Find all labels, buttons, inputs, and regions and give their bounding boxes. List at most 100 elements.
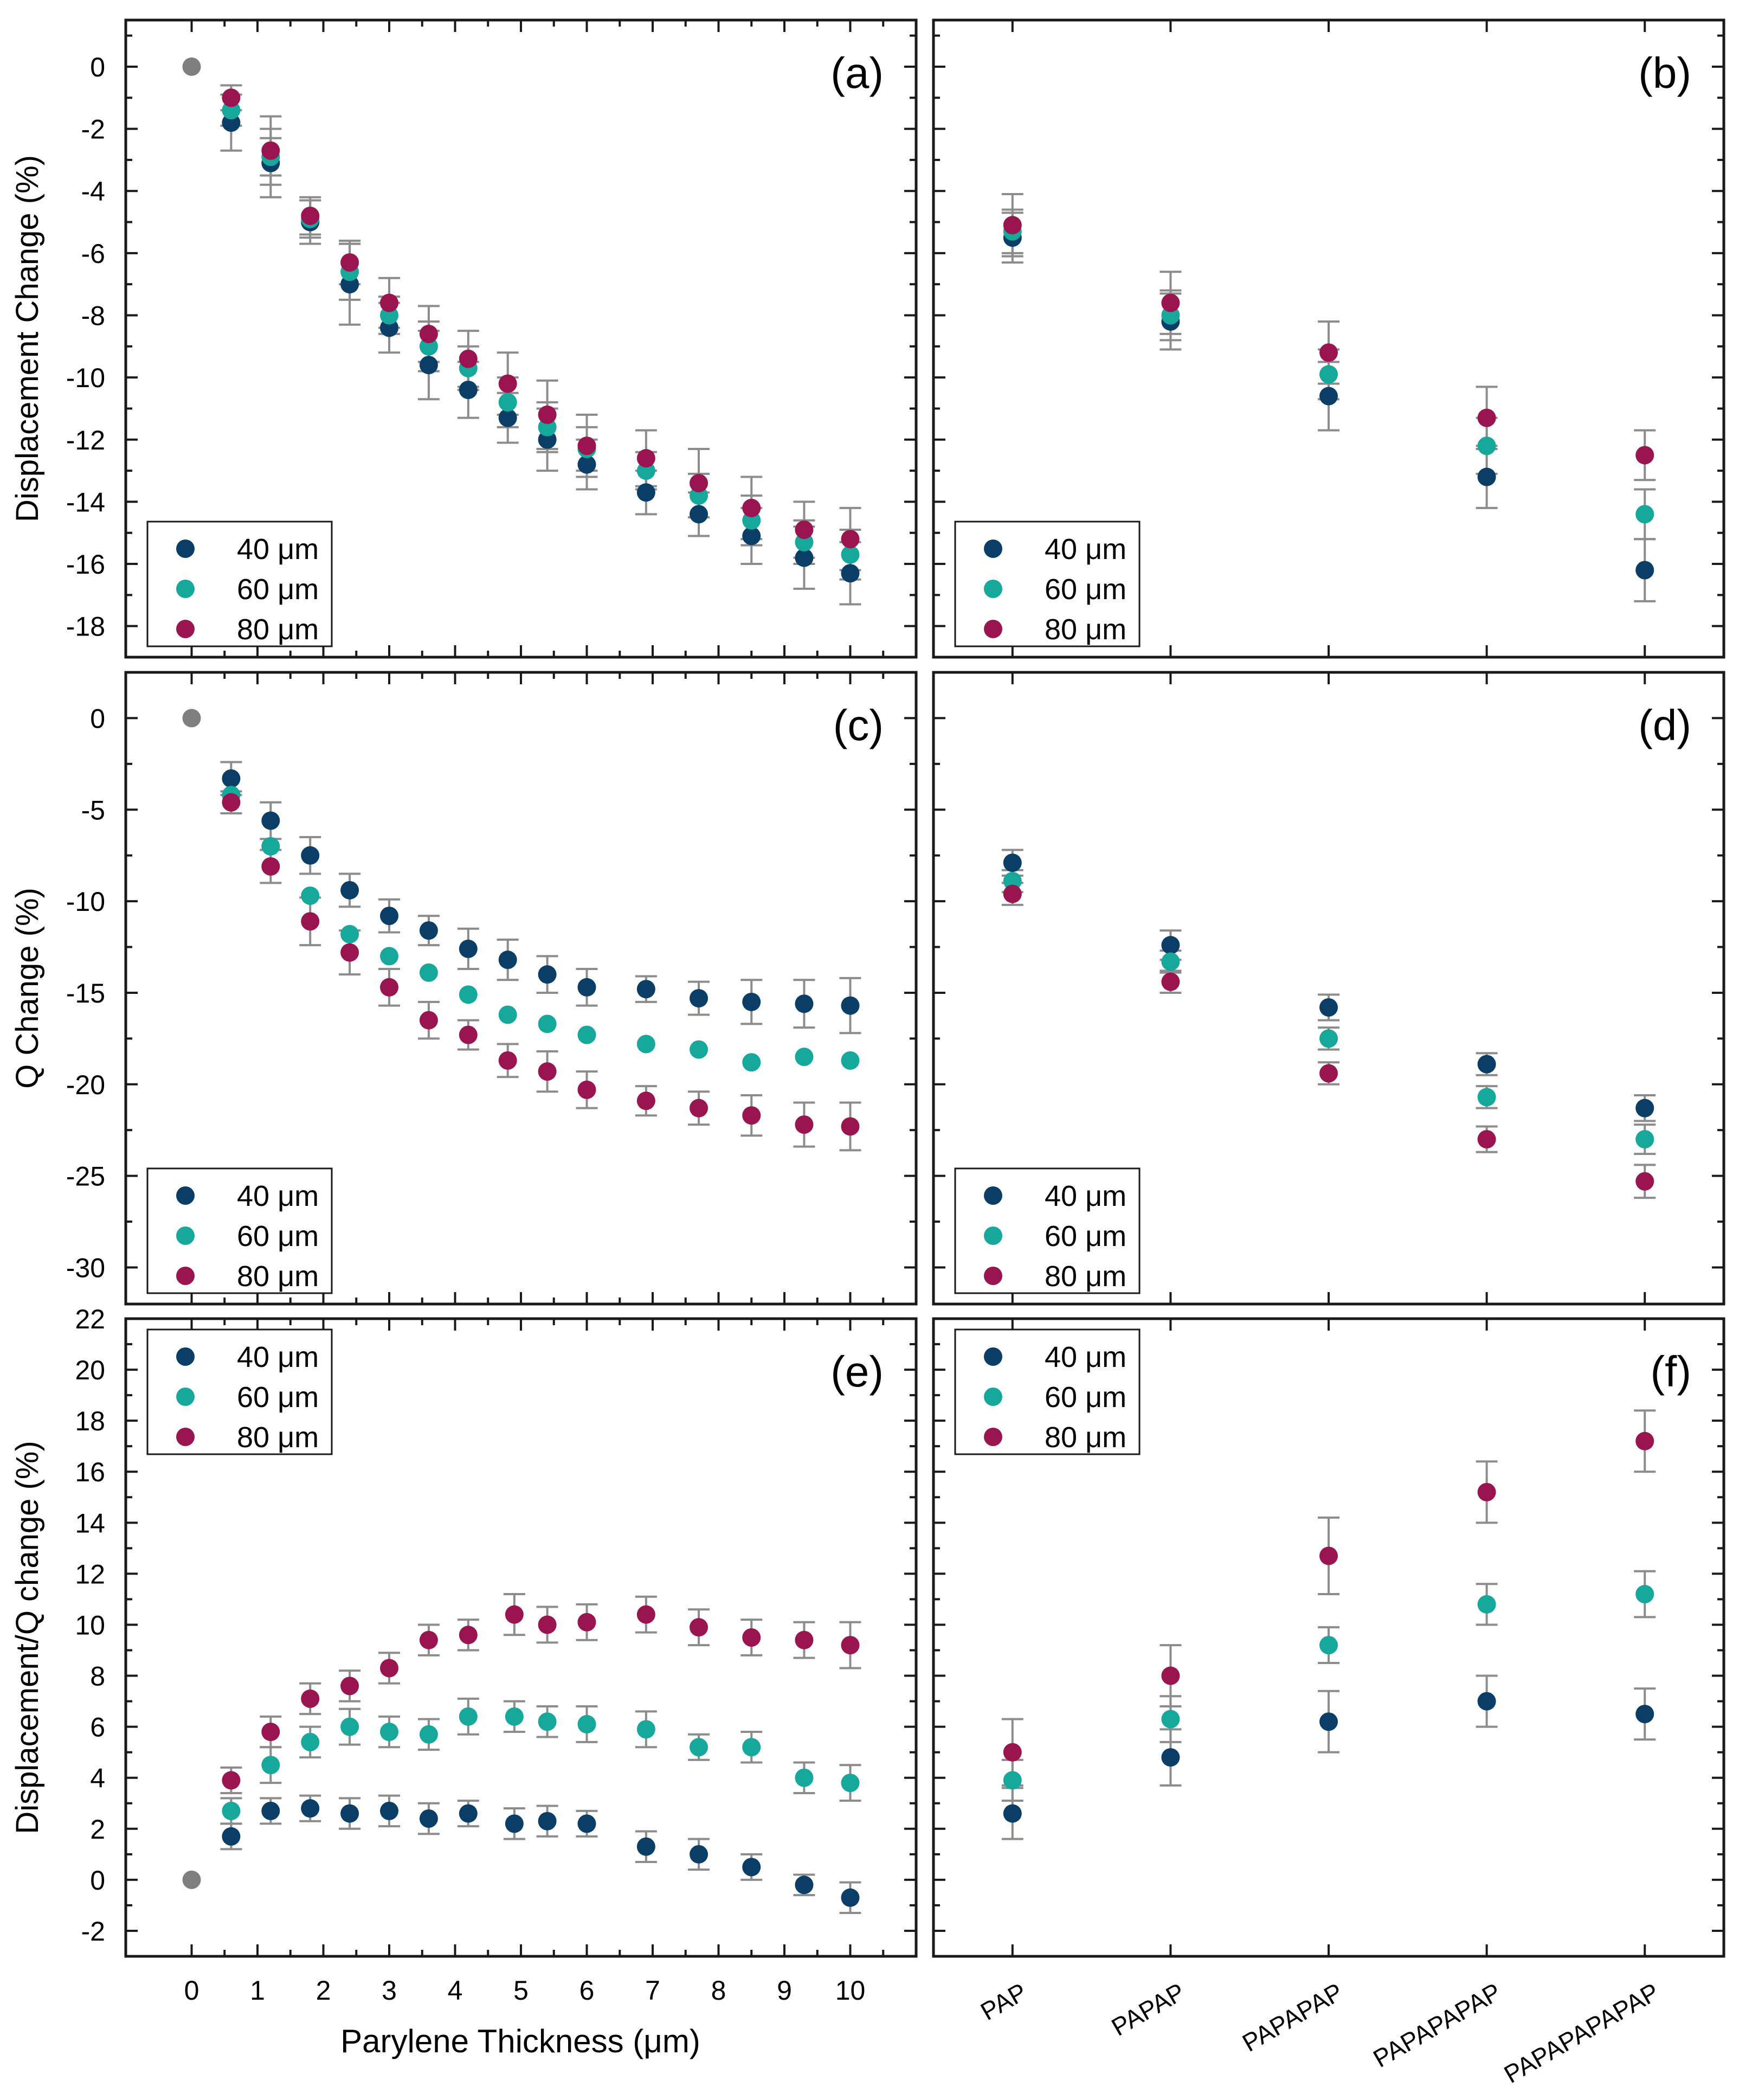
data-point [505,1707,524,1726]
y-tick-label: -10 [66,887,105,917]
data-point [1319,1636,1338,1655]
data-point [1161,1748,1180,1767]
data-point [841,996,860,1015]
data-point [1319,998,1338,1017]
y-tick-label: -10 [66,363,105,393]
y-tick-label: -30 [66,1253,105,1283]
y-tick-label: 6 [90,1712,105,1743]
data-point [380,1723,398,1742]
data-point [498,951,517,969]
data-point [795,1876,814,1895]
legend-marker [984,1347,1002,1366]
data-point [1477,1055,1496,1074]
data-point [538,1812,557,1831]
y-axis-label: Displacement Change (%) [10,155,45,522]
legend-marker [984,1226,1002,1245]
data-point [222,769,241,788]
data-point [1319,387,1338,406]
data-point [498,1051,517,1070]
data-point [1003,871,1022,890]
legend-label: 60 μm [1045,1220,1126,1253]
data-point [1319,343,1338,362]
data-point [1635,561,1654,580]
data-point [261,1756,280,1775]
data-point [261,857,280,876]
legend-marker [176,1186,195,1205]
y-tick-label: -20 [66,1070,105,1100]
data-point [419,356,438,375]
data-point [301,846,320,865]
data-point [742,1738,761,1757]
data-point [1477,1692,1496,1711]
data-point [1635,505,1654,524]
y-tick-label: -4 [81,176,105,207]
data-point [1477,467,1496,486]
data-point [690,1845,709,1864]
data-point [498,393,517,412]
data-point [1319,1064,1338,1083]
x-tick-label: PAPAPAPAP [1368,1977,1505,2073]
data-point [690,1040,709,1059]
data-point [498,1005,517,1024]
x-tick-label: 10 [835,1975,866,2006]
data-point [690,1099,709,1118]
y-tick-label: 2 [90,1814,105,1845]
data-point [795,1630,814,1649]
data-point [577,455,596,474]
data-point [340,1804,359,1823]
data-point [1161,1710,1180,1729]
data-point [380,978,398,997]
data-point [742,1053,761,1072]
panel-c: 0 -5 -10 -15 -20 -25 -30 Q Change (%) (c) 40 μm 60… [10,671,918,1306]
legend-marker [984,540,1002,558]
data-point [459,1025,478,1044]
data-point [1003,216,1022,235]
data-point [841,1636,860,1655]
y-tick-label: 4 [90,1763,105,1794]
data-point [636,1035,655,1054]
data-point [795,521,814,539]
data-point [419,963,438,982]
data-point [1003,853,1022,872]
legend-marker [176,540,195,558]
data-point [690,1618,709,1637]
y-tick-label: -16 [66,549,105,580]
legend-label: 80 μm [237,1260,319,1293]
legend-label: 80 μm [1045,613,1126,646]
data-point [1161,936,1180,955]
x-tick-label: PAPAPAPAPAP [1499,1977,1664,2089]
data-point [841,564,860,583]
data-point [459,349,478,368]
y-tick-label: 12 [75,1559,105,1589]
data-point [505,1814,524,1833]
y-tick-label: 14 [75,1508,105,1538]
x-tick-label: 3 [382,1975,397,2006]
origin-point [182,709,201,728]
panel-label: (a) [830,49,884,97]
data-point [577,1025,596,1044]
data-point [577,436,596,455]
y-axis-label: Q Change (%) [10,888,45,1089]
legend-label: 60 μm [237,1381,319,1414]
data-point [742,1106,761,1125]
data-point [380,947,398,966]
data-point [1003,1804,1022,1823]
x-tick-label: 6 [579,1975,595,2006]
x-tick-label: 4 [448,1975,463,2006]
y-tick-label: 0 [90,1865,105,1896]
legend-label: 40 μm [237,533,319,566]
data-point [636,1605,655,1624]
data-point [301,207,320,226]
data-point [538,1615,557,1634]
y-tick-label: -6 [81,239,105,269]
legend-label: 40 μm [1045,1341,1126,1373]
data-point [538,965,557,984]
legend-marker [984,1388,1002,1406]
y-tick-label: 18 [75,1406,105,1436]
data-point [1635,1705,1654,1724]
panel-label: (f) [1650,1347,1691,1396]
data-point [222,1827,241,1846]
data-point [577,1080,596,1099]
data-point [636,980,655,999]
data-point [1161,952,1180,971]
